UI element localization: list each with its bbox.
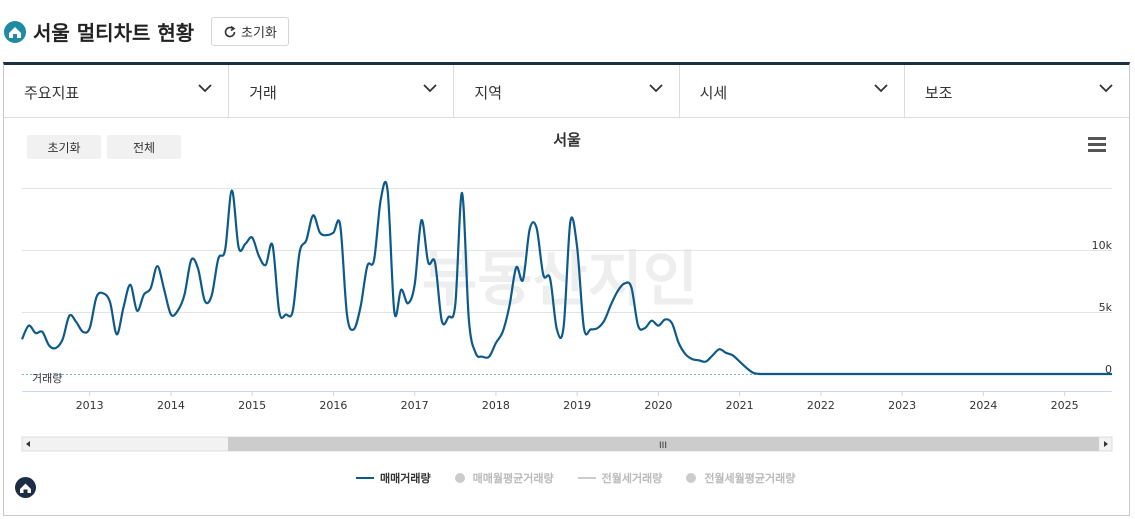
chart-reset-button[interactable]: 초기화: [27, 135, 101, 159]
filter-dropdown-main[interactable]: 주요지표: [4, 65, 230, 117]
x-tick-label: 2020: [644, 399, 672, 412]
chart-menu-icon[interactable]: [1088, 137, 1106, 153]
legend-line-marker: [577, 477, 596, 479]
filter-dropdown-aux[interactable]: 보조: [905, 65, 1129, 117]
x-tick-label: 2019: [563, 399, 591, 412]
chevron-down-icon: [1099, 84, 1113, 93]
filter-dropdown-trade[interactable]: 거래: [229, 65, 455, 117]
page-title: 서울 멀티차트 현황: [33, 21, 195, 45]
legend-item[interactable]: 전월세월평균거래량: [686, 470, 795, 486]
legend-dot-marker: [454, 473, 465, 483]
y-tick-label: 5k: [1099, 301, 1113, 314]
x-tick-label: 2017: [401, 399, 429, 412]
chart-legend: 매매거래량 매매월평균거래량 전월세거래량 전월세월평균거래량: [356, 470, 819, 486]
filter-label: 주요지표: [24, 84, 80, 102]
x-tick-label: 2021: [726, 399, 754, 412]
filter-label: 거래: [249, 84, 277, 102]
series-line: [20, 180, 1113, 376]
scrollbar-thumb: [228, 437, 1099, 451]
chevron-down-icon: [198, 84, 212, 93]
x-tick-label: 2016: [319, 399, 347, 412]
x-tick-label: 2013: [76, 399, 104, 412]
chart-all-button[interactable]: 전체: [107, 135, 181, 159]
legend-item[interactable]: 매매월평균거래량: [454, 470, 554, 486]
chevron-down-icon: [423, 84, 438, 93]
y-axis-label: 거래량: [32, 372, 62, 385]
legend-line-marker: [356, 477, 374, 479]
x-tick-label: 2025: [1051, 399, 1079, 412]
chevron-down-icon: [874, 84, 888, 93]
x-tick-label: 2022: [807, 399, 835, 412]
x-tick-label: 2018: [482, 399, 510, 412]
scroll-left-arrow: [26, 441, 30, 447]
legend-label: 매매월평균거래량: [472, 472, 554, 485]
y-tick-label: 10k: [1092, 239, 1113, 252]
legend-item[interactable]: 매매거래량: [356, 470, 431, 486]
chevron-down-icon: [648, 84, 663, 93]
filter-bar: 주요지표 거래 지역 시세 보조: [4, 65, 1129, 118]
y-tick-label: 0: [1105, 363, 1112, 376]
x-tick-label: 2015: [238, 399, 266, 412]
reset-button[interactable]: 초기화: [211, 17, 289, 46]
x-tick-label: 2014: [157, 399, 185, 412]
filter-label: 보조: [924, 84, 953, 102]
legend-label: 매매거래량: [380, 472, 431, 485]
home-logo-icon[interactable]: [4, 21, 26, 43]
filter-label: 시세: [699, 84, 728, 102]
x-tick-label: 2024: [969, 399, 997, 412]
scrollbar-grip: III: [659, 441, 667, 451]
legend-label: 전월세거래량: [601, 472, 663, 485]
refresh-icon: [224, 25, 236, 37]
watermark-text: 부동산지인: [422, 245, 698, 315]
reset-button-label: 초기화: [241, 26, 277, 41]
scroll-right-arrow: [1104, 441, 1108, 447]
brand-logo-icon[interactable]: [15, 477, 36, 498]
legend-dot-marker: [686, 473, 697, 483]
chart-title: 서울: [553, 131, 581, 149]
page-header: 서울 멀티차트 현황 초기화: [0, 0, 1135, 62]
legend-label: 전월세월평균거래량: [704, 472, 796, 485]
filter-label: 지역: [474, 84, 503, 102]
filter-dropdown-region[interactable]: 지역: [454, 65, 680, 117]
filter-dropdown-price[interactable]: 시세: [680, 65, 905, 117]
x-tick-label: 2023: [888, 399, 916, 412]
legend-item[interactable]: 전월세거래량: [577, 470, 663, 486]
